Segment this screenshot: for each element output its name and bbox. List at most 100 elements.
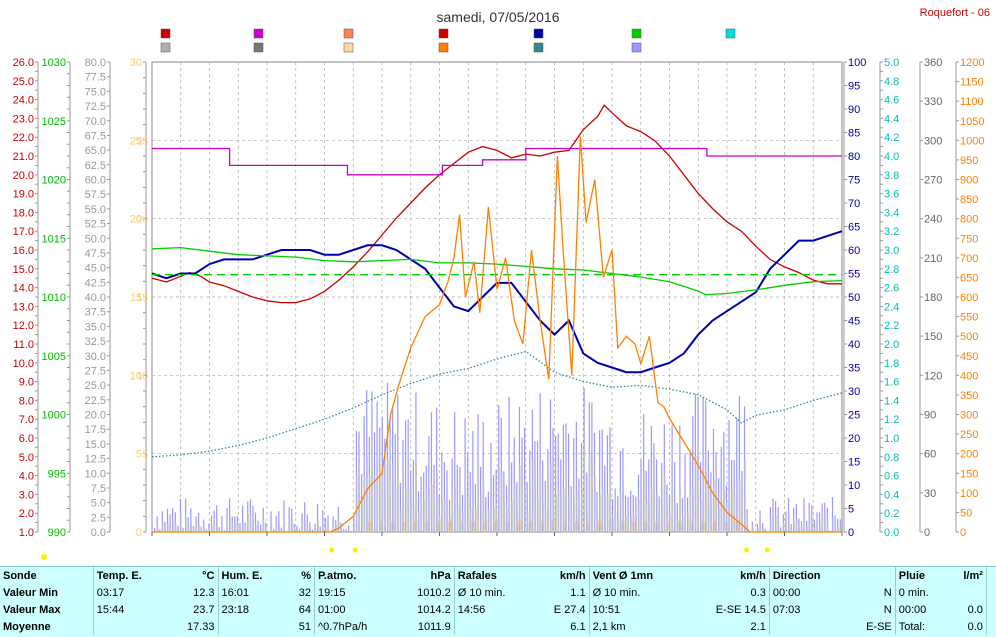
sunshine-bar	[459, 521, 464, 532]
left-axis-label: 1.0	[19, 527, 34, 539]
sun-markers	[41, 547, 770, 560]
left-axis-label: 40.0	[85, 292, 106, 304]
legend-swatch	[160, 42, 171, 53]
left-axis-label: 6.0	[19, 433, 34, 445]
right-axis-label: 600	[960, 292, 978, 304]
right-axis-label: 45	[848, 316, 860, 328]
hum-avg-time	[217, 618, 288, 635]
header-sonde: Sonde	[3, 569, 37, 582]
left-axis-label: 2.0	[19, 508, 34, 520]
left-axis-label: 30	[130, 57, 142, 69]
vent-max-time: 10:51	[588, 601, 687, 618]
left-axis-label: 20	[130, 214, 142, 226]
chart-title: samedi, 07/05/2016	[437, 9, 560, 25]
left-axis-label: 1010	[42, 292, 66, 304]
right-axis-label: 4.2	[884, 132, 899, 144]
raf-max-time: 14:56	[453, 601, 534, 618]
left-axis-label: 50.0	[85, 233, 106, 245]
legend-swatch	[343, 42, 354, 53]
left-axis-label: 21.0	[13, 151, 34, 163]
right-axis-label: 0.6	[884, 471, 899, 483]
header-hum: Hum. E.	[217, 567, 288, 584]
right-axis-label: 360	[924, 57, 942, 69]
legend-swatch	[533, 42, 544, 53]
left-axis-label: 2.5	[91, 512, 106, 524]
right-axis-label: 35	[848, 363, 860, 375]
raf-avg-value: 6.1	[570, 620, 586, 633]
left-axis-label: 47.5	[85, 248, 106, 260]
right-axis-label: 4.4	[884, 113, 899, 125]
header-dir-spacer	[848, 567, 895, 584]
sunshine-bar	[609, 521, 614, 532]
legend-swatch	[253, 42, 264, 53]
left-axis-label: 24.0	[13, 95, 34, 107]
right-axis-label: 2.0	[884, 339, 899, 351]
left-axis-label: 60.0	[85, 175, 106, 187]
dir-avg-value: E-SE	[866, 620, 892, 633]
right-axis-label: 2.4	[884, 301, 899, 313]
grid-min-label: 15	[137, 293, 149, 304]
right-axis-label: 0.8	[884, 452, 899, 464]
right-axis-label: 3.6	[884, 189, 899, 201]
summary-header-row: Sonde Temp. E. °C Hum. E. % P.atmo. hPa …	[0, 567, 996, 584]
raf-min-time: Ø 10 min.	[453, 584, 534, 601]
right-axis-label: 800	[960, 214, 978, 226]
grid-min-label: 5	[142, 450, 148, 461]
raf-max-value: E 27.4	[553, 603, 586, 616]
left-axis-label: 1025	[42, 116, 66, 128]
right-axis-label: 20	[848, 433, 860, 445]
patmo-max-time: 01:00	[313, 601, 396, 618]
left-axis-label: 23.0	[13, 113, 34, 125]
patmo-min-time: 19:15	[313, 584, 396, 601]
left-axis-label: 25.0	[85, 380, 106, 392]
left-axis-label: 3.0	[19, 489, 34, 501]
left-axis-label: 77.5	[85, 72, 106, 84]
sunshine-bar	[379, 521, 384, 532]
right-axis-label: 4.6	[884, 95, 899, 107]
right-axis-label: 60	[924, 449, 936, 461]
right-axis-label: 500	[960, 331, 978, 343]
right-axis-label: 1200	[960, 57, 984, 69]
grid-min-label: 25	[137, 136, 149, 147]
left-axis-label: 5.0	[19, 452, 34, 464]
left-axis-label: 62.5	[85, 160, 106, 172]
right-axis-label: 0	[924, 527, 930, 539]
left-axis-label: 80.0	[85, 57, 106, 69]
left-axis-label: 1015	[42, 233, 66, 245]
left-axis-label: 27.5	[85, 365, 106, 377]
left-axis-label: 30.0	[85, 351, 106, 363]
summary-table: Sonde Temp. E. °C Hum. E. % P.atmo. hPa …	[0, 566, 996, 637]
header-hum-unit: %	[301, 569, 311, 582]
header-temp: Temp. E.	[92, 567, 169, 584]
temp-min-value: 12.3	[193, 586, 215, 599]
right-axis-label: 270	[924, 175, 942, 187]
left-axis-label: 65.0	[85, 145, 106, 157]
pluie-max-value: 0.0	[967, 603, 983, 616]
right-axis-label: 30	[848, 386, 860, 398]
left-axis-label: 75.0	[85, 86, 106, 98]
series-lines	[151, 104, 843, 533]
right-axis-label: 25	[848, 410, 860, 422]
pluie-min-value	[948, 584, 986, 601]
left-axis-label: 37.5	[85, 307, 106, 319]
vent-avg-value: 2.1	[750, 620, 766, 633]
right-axis-label: 0	[848, 527, 854, 539]
header-patmo: P.atmo.	[313, 567, 396, 584]
right-axis-label: 75	[848, 175, 860, 187]
left-axis-label: 8.0	[19, 395, 34, 407]
right-axis-label: 95	[848, 81, 860, 93]
legend-swatch	[438, 42, 449, 53]
raf-min-value: 1.1	[570, 586, 586, 599]
row-filler	[985, 584, 996, 601]
summary-row-avg: Moyenne 17.33 51 ^0.7hPa/h 1011.9 6.1 2,…	[0, 618, 996, 635]
legend-swatch	[631, 28, 642, 39]
sunshine-bar	[402, 521, 407, 532]
left-axis-label: 26.0	[13, 57, 34, 69]
legend-swatch	[253, 28, 264, 39]
right-axis-label: 2.8	[884, 264, 899, 276]
right-axis-label: 350	[960, 390, 978, 402]
sunshine-bar	[563, 521, 568, 532]
raf-avg-time	[453, 618, 534, 635]
right-axis-label: 50	[960, 507, 972, 519]
hum-max-value: 64	[298, 603, 311, 616]
